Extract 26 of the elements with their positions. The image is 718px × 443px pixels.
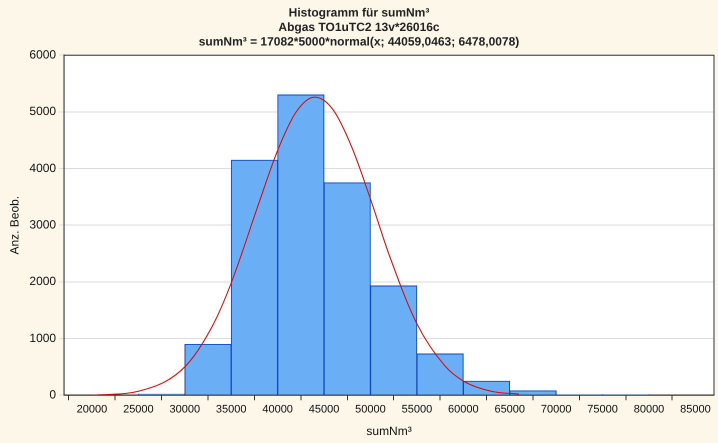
x-axis-title: sumNm³ — [366, 424, 412, 438]
y-tick-label: 0 — [49, 388, 56, 402]
x-tick-label: 70000 — [540, 404, 572, 416]
y-tick-label: 6000 — [29, 48, 56, 62]
x-tick-label: 60000 — [448, 404, 479, 416]
y-tick-label: 1000 — [29, 330, 56, 345]
x-tick-label: 45000 — [308, 404, 340, 416]
chart-title: Histogramm für sumNm³ — [288, 6, 430, 20]
x-tick-label: 30000 — [169, 404, 200, 416]
x-tick-label: 65000 — [494, 404, 526, 416]
y-tick-label: 2000 — [29, 274, 56, 288]
x-tick-label: 20000 — [76, 404, 108, 416]
y-tick-label: 5000 — [29, 104, 56, 118]
y-tick-label: 3000 — [29, 218, 56, 232]
x-tick-label: 80000 — [634, 404, 664, 416]
x-tick-label: 55000 — [402, 404, 432, 416]
x-tick-label: 50000 — [355, 404, 386, 416]
x-tick-label: 75000 — [587, 404, 618, 416]
y-axis-title: Anz. Beob. — [8, 196, 22, 255]
x-tick-label: 85000 — [680, 404, 711, 416]
text: sumNm³ = 17082*5000*normal(x; 44059,0463; 6478,0078) — [198, 34, 520, 48]
x-tick-label: 25000 — [123, 404, 154, 416]
x-tick-label: 35000 — [216, 404, 247, 416]
x-tick-label: 40000 — [262, 404, 293, 416]
chart-subtitle: Abgas TO1uTC2 13v*26016c — [278, 20, 440, 34]
y-tick-label: 4000 — [29, 160, 56, 175]
